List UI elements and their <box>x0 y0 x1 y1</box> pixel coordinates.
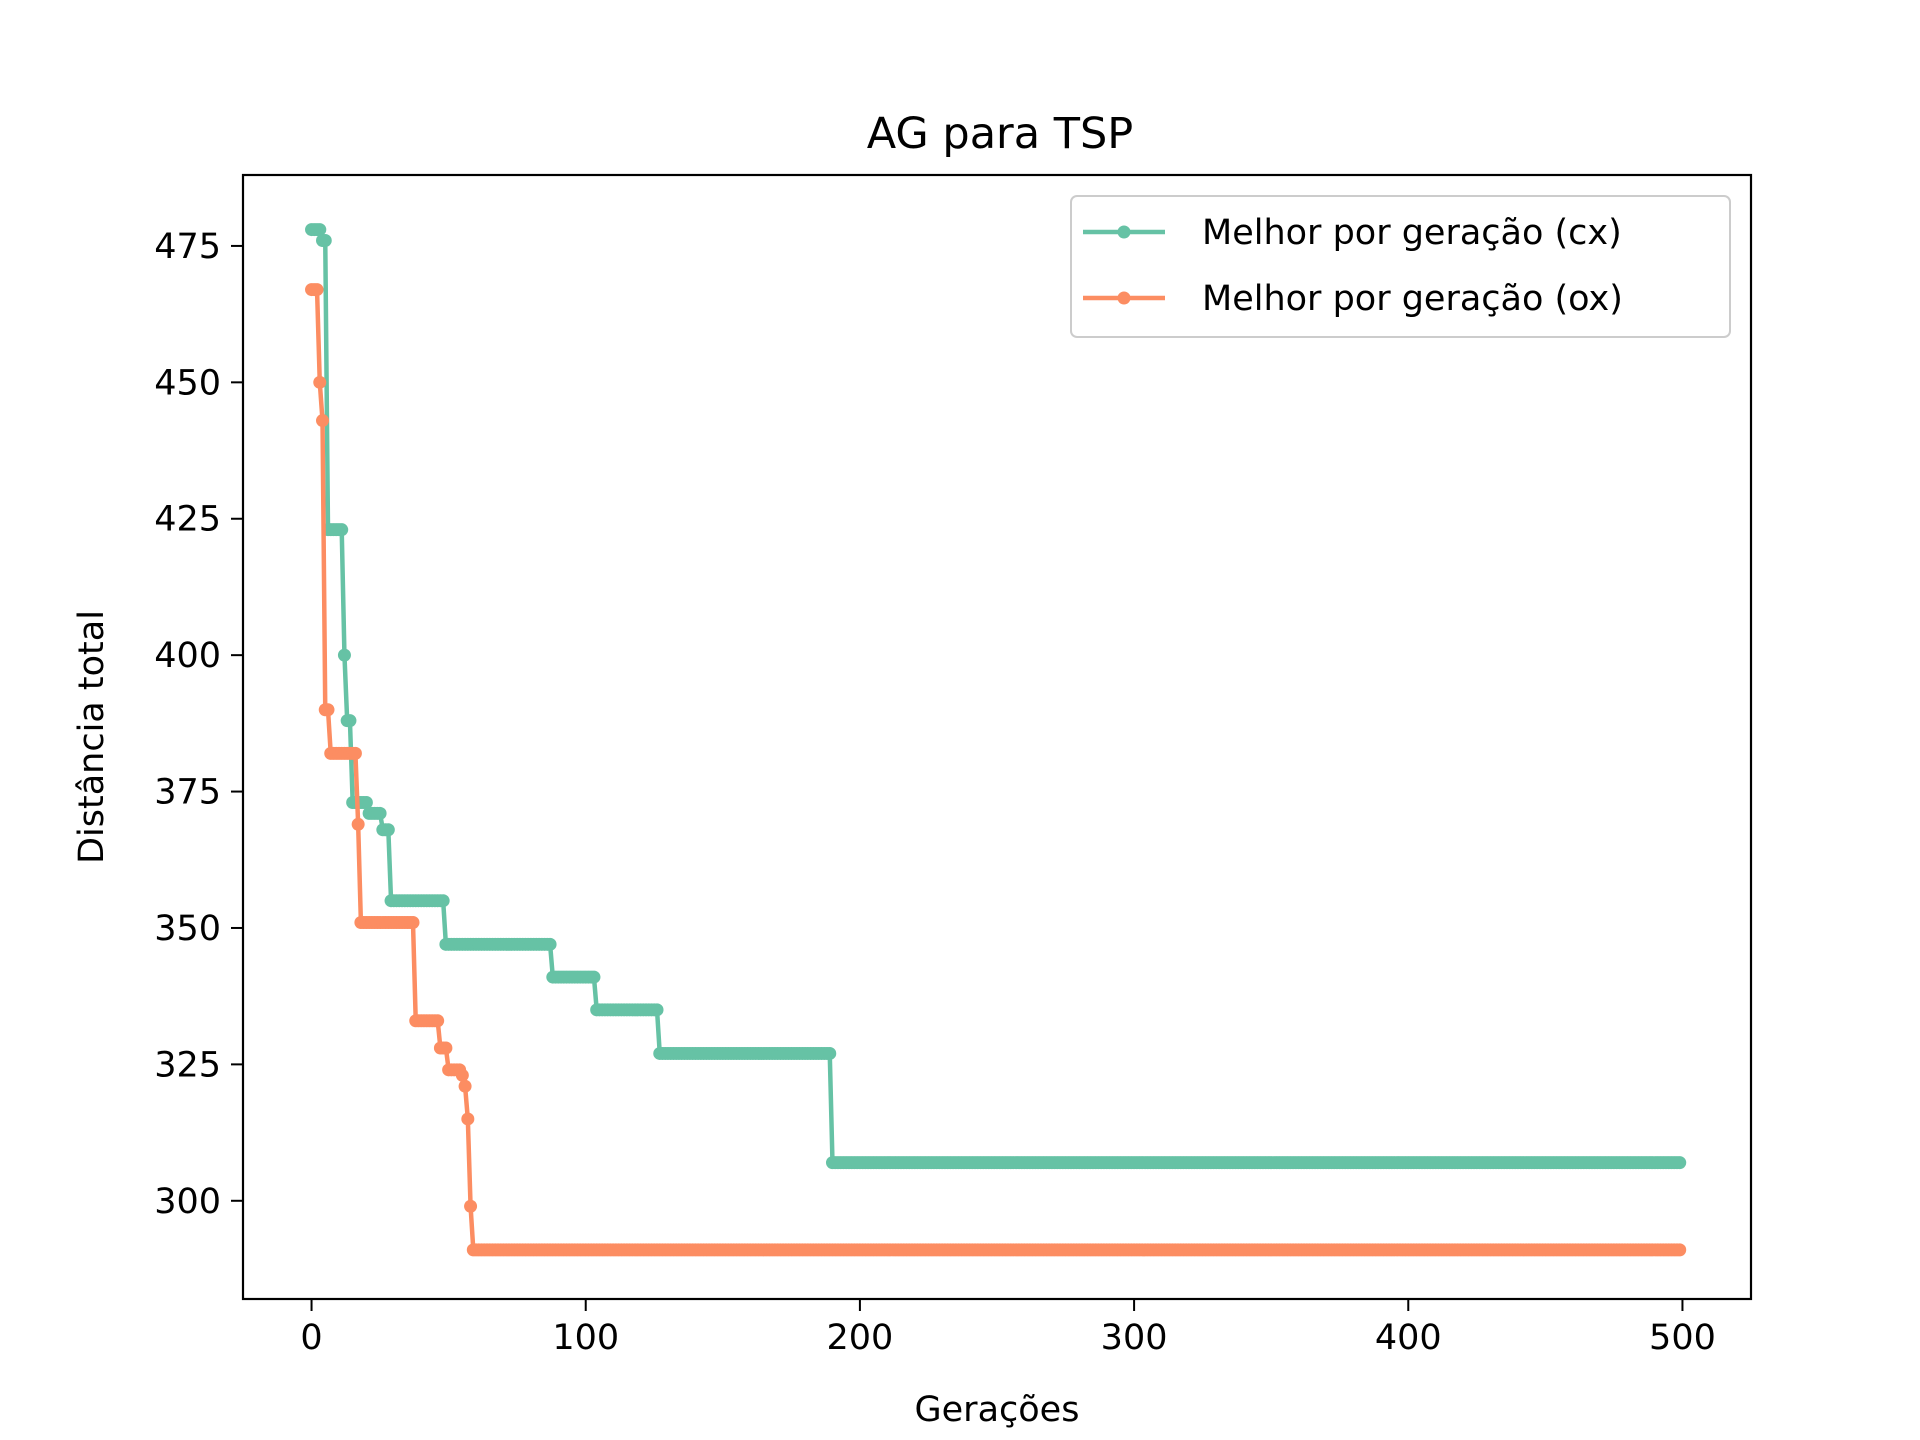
data-point <box>455 1068 469 1082</box>
plot-area <box>241 173 1753 1301</box>
data-point <box>348 746 362 760</box>
data-point <box>321 703 335 717</box>
y-axis: 300 325 350 375 400 425 450 475 <box>154 227 243 1222</box>
data-point <box>458 1079 472 1093</box>
data-point <box>543 937 557 951</box>
series-markers <box>305 223 1687 1170</box>
y-tick-label: 325 <box>154 1045 221 1085</box>
data-point <box>439 1041 453 1055</box>
data-point <box>337 648 351 662</box>
data-point <box>823 1046 837 1060</box>
data-point <box>650 1003 664 1017</box>
data-point <box>351 817 365 831</box>
y-tick-label: 400 <box>154 636 221 676</box>
legend-swatch-marker <box>1117 225 1131 239</box>
data-point <box>310 283 324 297</box>
series-layer <box>305 223 1687 1257</box>
y-tick-label: 450 <box>154 363 221 403</box>
data-point <box>464 1199 478 1213</box>
data-point <box>381 823 395 837</box>
data-point <box>587 970 601 984</box>
y-axis-label: Distância total <box>72 610 112 864</box>
series-markers <box>305 283 1687 1257</box>
y-tick-label: 300 <box>154 1182 221 1222</box>
data-point <box>1673 1156 1687 1170</box>
data-point <box>461 1112 475 1126</box>
legend-label: Melhor por geração (ox) <box>1202 279 1623 319</box>
y-tick-label: 425 <box>154 500 221 540</box>
data-point <box>313 223 327 237</box>
data-point <box>316 414 330 428</box>
x-tick-label: 300 <box>1101 1318 1168 1358</box>
x-axis: 0 100 200 300 400 500 <box>300 1299 1716 1358</box>
legend-swatch-marker <box>1117 291 1131 305</box>
data-point <box>431 1014 445 1028</box>
legend-label: Melhor por geração (cx) <box>1202 213 1622 253</box>
y-tick-label: 375 <box>154 773 221 813</box>
data-point <box>313 375 327 389</box>
y-tick-label: 475 <box>154 227 221 267</box>
data-point <box>343 714 357 728</box>
data-point <box>318 233 332 247</box>
x-tick-label: 400 <box>1375 1318 1442 1358</box>
data-point <box>373 806 387 820</box>
legend: Melhor por geração (cx) Melhor por geraçã… <box>1070 195 1731 338</box>
series-0 <box>305 223 1687 1170</box>
data-point <box>436 894 450 908</box>
legend-frame <box>1070 195 1731 338</box>
x-tick-label: 100 <box>552 1318 619 1358</box>
chart-title: AG para TSP <box>867 109 1133 159</box>
legend-entry: Melhor por geração (cx) <box>1083 213 1622 253</box>
data-point <box>406 916 420 930</box>
series-1 <box>305 283 1687 1257</box>
x-tick-label: 500 <box>1649 1318 1716 1358</box>
data-point <box>359 795 373 809</box>
x-axis-label: Gerações <box>915 1390 1080 1430</box>
data-point <box>1673 1243 1687 1257</box>
y-tick-label: 350 <box>154 909 221 949</box>
legend-entry: Melhor por geração (ox) <box>1083 279 1623 319</box>
x-tick-label: 0 <box>300 1318 322 1358</box>
plot-frame <box>241 173 1753 1301</box>
data-point <box>335 523 349 537</box>
x-tick-label: 200 <box>827 1318 894 1358</box>
